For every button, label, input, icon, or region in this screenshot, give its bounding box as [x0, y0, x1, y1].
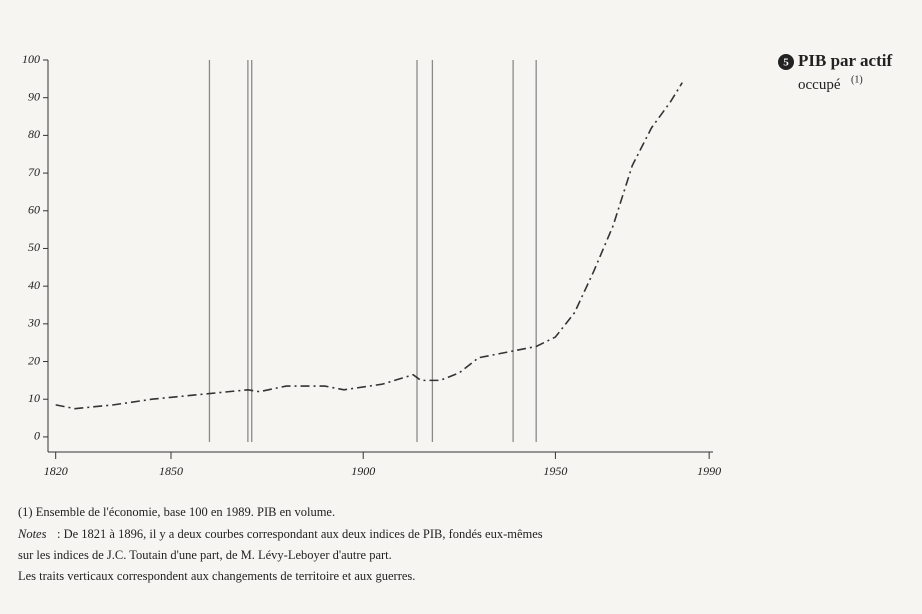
x-tick-label: 1820	[44, 464, 68, 478]
y-tick-label: 80	[28, 127, 40, 141]
title-sup: (1)	[851, 74, 863, 85]
notes-label: Notes	[17, 527, 47, 541]
badge: 5	[783, 57, 789, 69]
note-line: : De 1821 à 1896, il y a deux courbes co…	[57, 527, 543, 541]
badge-circle	[778, 54, 794, 70]
y-tick-label: 90	[28, 89, 40, 103]
note-line: Les traits verticaux correspondent aux c…	[18, 569, 415, 583]
y-tick-label: 50	[28, 240, 40, 254]
chart-title: PIB par actif occupé	[798, 51, 892, 94]
x-tick-label: 1950	[543, 464, 567, 478]
y-tick-label: 40	[28, 278, 40, 292]
x-tick-label: 1900	[351, 464, 375, 478]
y-tick-label: 0	[34, 429, 40, 443]
y-tick-label: 70	[28, 165, 40, 179]
x-tick-label: 1990	[697, 464, 721, 478]
y-tick-label: 10	[28, 391, 40, 405]
x-tick-label: 1850	[159, 464, 183, 478]
y-tick-label: 100	[22, 52, 40, 66]
y-tick-label: 20	[28, 353, 40, 367]
y-tick-label: 30	[27, 316, 40, 330]
footnote: (1) Ensemble de l'économie, base 100 en …	[18, 505, 335, 519]
note-line: sur les indices de J.C. Toutain d'une pa…	[18, 548, 392, 562]
data-line	[55, 82, 683, 410]
y-tick-label: 60	[28, 203, 40, 217]
